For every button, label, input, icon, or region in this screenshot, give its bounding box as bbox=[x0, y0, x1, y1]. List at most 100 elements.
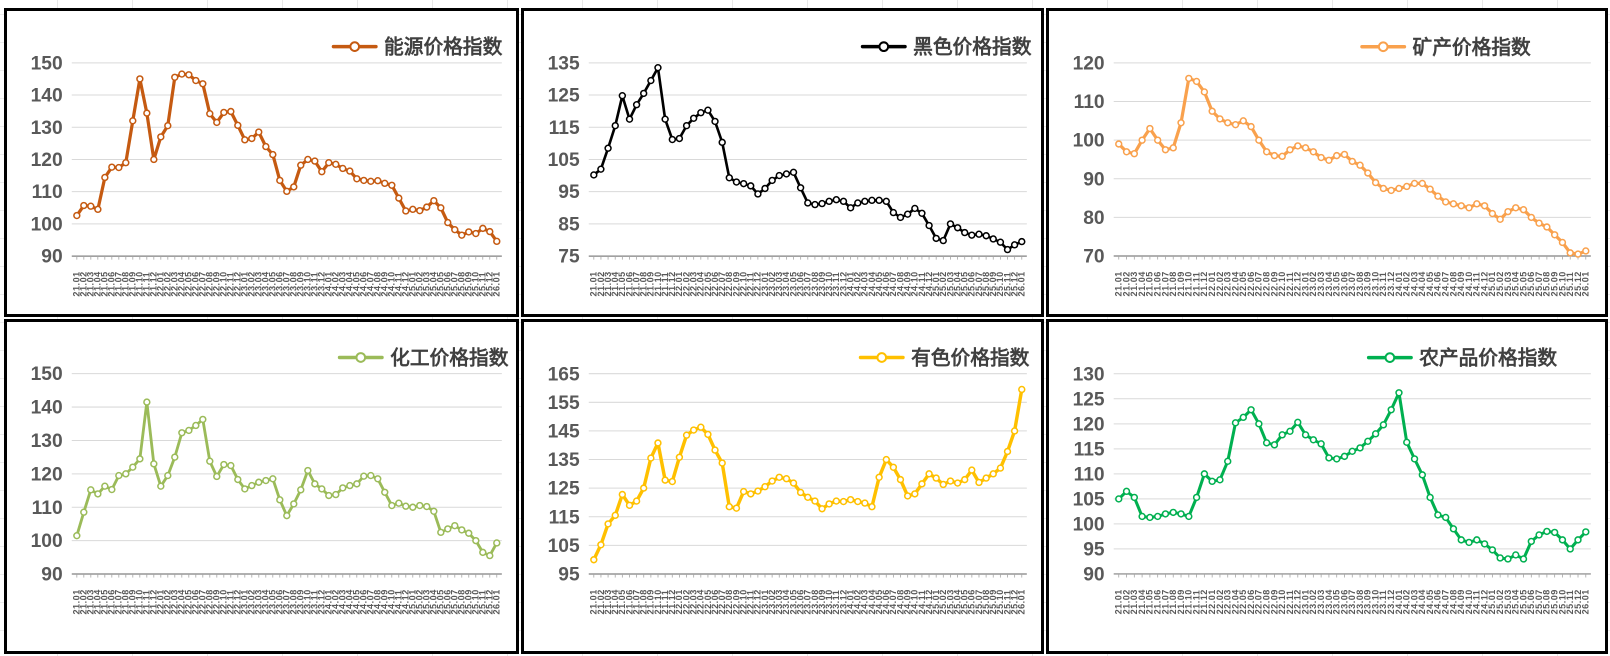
data-point-marker bbox=[1527, 213, 1535, 222]
y-tick-label: 90 bbox=[41, 565, 62, 586]
data-point-marker bbox=[1317, 440, 1325, 448]
data-point-marker bbox=[661, 115, 669, 123]
x-tick-label: 22.10 bbox=[219, 271, 229, 296]
data-point-marker bbox=[1270, 441, 1279, 449]
x-tick-label: 24.07 bbox=[366, 589, 376, 614]
y-tick-label: 125 bbox=[548, 479, 580, 500]
data-point-marker bbox=[689, 114, 698, 122]
x-tick-label: 25.07 bbox=[974, 271, 984, 296]
x-tick-label: 24.09 bbox=[902, 589, 912, 614]
x-tick-label: 23.11 bbox=[310, 272, 320, 297]
x-tick-label: 21.10 bbox=[1184, 271, 1194, 296]
data-point-marker bbox=[444, 525, 452, 533]
legend-marker bbox=[878, 41, 890, 53]
data-point-marker bbox=[739, 487, 748, 496]
y-tick-label: 125 bbox=[548, 86, 580, 107]
x-tick-label: 25.10 bbox=[471, 589, 481, 614]
data-point-marker bbox=[1582, 247, 1590, 255]
data-point-marker bbox=[262, 142, 270, 151]
gridlines bbox=[1113, 62, 1591, 218]
data-point-marker bbox=[80, 201, 88, 210]
data-point-marker bbox=[129, 117, 137, 125]
data-point-marker bbox=[1512, 204, 1520, 212]
x-tick-label: 23.01 bbox=[760, 271, 770, 296]
x-tick-label: 24.05 bbox=[1425, 271, 1435, 296]
data-point-marker bbox=[590, 556, 598, 564]
x-axis-ticks bbox=[593, 256, 1023, 260]
x-tick-label: 21.06 bbox=[624, 271, 634, 296]
x-tick-label: 25.05 bbox=[436, 271, 446, 296]
data-point-marker bbox=[1457, 536, 1465, 544]
data-point-marker bbox=[889, 463, 898, 471]
x-tick-label: 23.07 bbox=[1347, 589, 1357, 614]
data-point-marker bbox=[1333, 455, 1341, 463]
x-tick-label: 23.06 bbox=[1339, 589, 1349, 614]
data-point-marker bbox=[689, 426, 698, 434]
data-point-marker bbox=[590, 171, 598, 179]
data-point-marker bbox=[1010, 241, 1019, 249]
chemical-series-line bbox=[75, 400, 499, 558]
data-point-marker bbox=[1364, 437, 1372, 446]
x-tick-label: 23.03 bbox=[254, 589, 264, 614]
legend-marker bbox=[349, 41, 361, 52]
x-tick-label: 24.10 bbox=[1464, 589, 1474, 614]
legend-marker bbox=[1377, 41, 1389, 53]
data-point-marker bbox=[639, 484, 648, 492]
x-tick-label: 24.03 bbox=[1409, 271, 1419, 296]
data-point-marker bbox=[1153, 136, 1162, 144]
data-point-marker bbox=[164, 121, 172, 130]
y-tick-label: 70 bbox=[1083, 247, 1104, 268]
data-point-marker bbox=[157, 482, 165, 490]
x-tick-label: 21.10 bbox=[135, 271, 145, 296]
x-tick-label: 25.12 bbox=[1009, 589, 1019, 614]
y-tick-label: 105 bbox=[548, 150, 580, 171]
x-tick-label: 24.03 bbox=[1409, 589, 1419, 614]
data-point-marker bbox=[818, 199, 826, 208]
x-tick-label: 23.12 bbox=[1386, 271, 1396, 296]
data-point-marker bbox=[903, 210, 912, 218]
x-tick-label: 25.09 bbox=[1549, 589, 1559, 614]
data-point-marker bbox=[996, 464, 1005, 472]
data-point-marker bbox=[989, 470, 997, 478]
y-tick-label: 110 bbox=[32, 182, 63, 203]
data-point-marker bbox=[381, 488, 389, 496]
data-point-marker bbox=[1488, 546, 1497, 554]
data-point-marker bbox=[472, 536, 480, 545]
x-tick-label: 25.09 bbox=[464, 589, 474, 614]
x-tick-label: 22.11 bbox=[746, 272, 756, 297]
data-point-marker bbox=[234, 121, 242, 130]
legend: 黑色价格指数 bbox=[860, 36, 1032, 59]
data-point-marker bbox=[458, 526, 466, 534]
x-tick-label: 21.12 bbox=[149, 589, 159, 614]
x-tick-label: 21.03 bbox=[603, 271, 613, 296]
x-tick-label: 22.07 bbox=[717, 271, 727, 296]
data-point-marker bbox=[80, 508, 88, 516]
x-tick-label: 23.07 bbox=[1347, 271, 1357, 296]
x-tick-label: 25.02 bbox=[415, 271, 425, 296]
data-point-marker bbox=[1473, 200, 1481, 208]
data-point-marker bbox=[1574, 536, 1582, 544]
data-point-marker bbox=[1371, 430, 1380, 438]
x-tick-label: 21.03 bbox=[86, 589, 96, 614]
x-tick-label: 22.02 bbox=[681, 271, 691, 296]
x-tick-label: 26.01 bbox=[1017, 589, 1027, 614]
x-tick-label: 25.08 bbox=[457, 271, 467, 296]
x-tick-label: 24.07 bbox=[888, 589, 898, 614]
x-tick-label: 24.11 bbox=[917, 590, 927, 615]
data-point-marker bbox=[903, 492, 912, 500]
data-point-marker bbox=[1177, 510, 1185, 518]
y-tick-label: 100 bbox=[1073, 514, 1105, 535]
x-tick-label: 23.05 bbox=[1332, 589, 1342, 614]
data-point-marker bbox=[768, 477, 776, 485]
data-point-marker bbox=[1488, 209, 1497, 218]
data-point-marker bbox=[297, 486, 305, 494]
gridlines bbox=[1113, 373, 1591, 550]
x-tick-label: 22.05 bbox=[703, 271, 713, 296]
y-axis-labels: 90 95 100 105 110 115 120 125 130 bbox=[1073, 364, 1105, 585]
x-tick-label: 22.02 bbox=[163, 271, 173, 296]
y-tick-label: 100 bbox=[31, 214, 63, 235]
data-point-marker bbox=[304, 155, 312, 164]
data-point-marker bbox=[875, 196, 883, 205]
y-axis-labels: 90 100 110 120 130 140 150 bbox=[31, 364, 63, 585]
x-tick-label: 21.08 bbox=[121, 271, 131, 296]
